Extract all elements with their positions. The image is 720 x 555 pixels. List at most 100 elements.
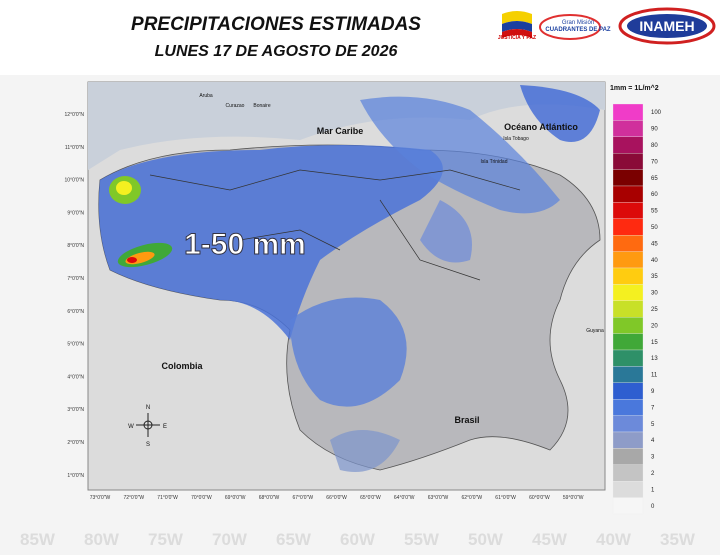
place-label: Aruba (199, 93, 213, 99)
lon-label: 59°0'0"W (563, 495, 584, 501)
legend-value: 65 (651, 176, 658, 182)
legend-value: 70 (651, 159, 658, 165)
legend-value: 45 (651, 241, 658, 247)
legend-value: 5 (651, 422, 655, 428)
lon-label: 64°0'0"W (394, 495, 415, 501)
legend-value: 55 (651, 209, 658, 215)
lon-label: 63°0'0"W (428, 495, 449, 501)
legend-value: 2 (651, 471, 655, 477)
header-band (0, 0, 720, 75)
lon-label: 68°0'0"W (259, 495, 280, 501)
lon-label: 69°0'0"W (225, 495, 246, 501)
place-label: Brasil (454, 415, 479, 425)
legend-swatch (612, 481, 644, 498)
legend-value: 3 (651, 455, 655, 461)
legend-swatch (612, 382, 644, 400)
lat-label: 7°0'0"N (67, 276, 84, 282)
legend-swatch (612, 218, 644, 236)
legend-swatch (612, 103, 644, 121)
lat-label: 5°0'0"N (67, 342, 84, 348)
legend-value: 25 (651, 307, 658, 313)
place-label: Isla Tobago (503, 136, 529, 142)
legend-swatch (612, 136, 644, 154)
legend-swatch (612, 284, 644, 301)
background-lon-label: 65W (276, 530, 312, 549)
legend-value: 40 (651, 258, 658, 264)
legend-value: 35 (651, 274, 658, 280)
legend-swatch (612, 235, 644, 252)
background-lon-label: 50W (468, 530, 504, 549)
legend-swatch (612, 169, 644, 187)
legend-swatch (612, 185, 644, 203)
compass-label: N (146, 405, 150, 411)
legend-swatch (612, 431, 644, 449)
lon-label: 71°0'0"W (157, 495, 178, 501)
legend-value: 20 (651, 323, 658, 329)
title: PRECIPITACIONES ESTIMADAS (131, 14, 421, 35)
legend-swatch (612, 349, 644, 367)
lat-label: 3°0'0"N (67, 407, 84, 413)
legend-value: 80 (651, 143, 658, 149)
lon-label: 72°0'0"W (124, 495, 145, 501)
legend-swatch (612, 317, 644, 334)
compass-label: E (163, 424, 167, 430)
lat-label: 9°0'0"N (67, 210, 84, 216)
background-lon-label: 55W (404, 530, 440, 549)
lat-label: 1°0'0"N (67, 473, 84, 479)
legend-value: 60 (651, 192, 658, 198)
lat-label: 4°0'0"N (67, 374, 84, 380)
lat-label: 10°0'0"N (65, 178, 85, 184)
legend-swatch (612, 366, 644, 383)
legend-value: 15 (651, 340, 658, 346)
background-lon-label: 85W (20, 530, 56, 549)
legend-value: 13 (651, 356, 658, 362)
place-label: Colombia (161, 361, 203, 371)
legend-value: 0 (651, 504, 655, 510)
legend-value: 50 (651, 225, 658, 231)
legend-value: 1 (651, 487, 655, 493)
annotation: 1-50 mm (184, 228, 306, 261)
compass-label: S (146, 442, 150, 448)
logo-cuadrantes: Gran Misión CUADRANTES DE PAZ (539, 14, 611, 40)
background-lon-label: 45W (532, 530, 568, 549)
logo-text: INAMEH (639, 18, 694, 34)
place-label: Océano Atlántico (504, 122, 578, 132)
map-content (88, 82, 605, 472)
lon-label: 61°0'0"W (495, 495, 516, 501)
place-label: Mar Caribe (317, 126, 364, 136)
legend-swatch (612, 267, 644, 285)
lon-label: 67°0'0"W (293, 495, 314, 501)
place-label: Bonaire (253, 103, 270, 109)
logo-inameh: INAMEH (618, 7, 716, 45)
background-lon-label: 60W (340, 530, 376, 549)
lat-label: 2°0'0"N (67, 440, 84, 446)
background-lon-label: 75W (148, 530, 184, 549)
legend-swatch (612, 497, 644, 515)
logo-venezuela: JUSTICIA Y PAZ (498, 11, 536, 41)
logo-text: JUSTICIA Y PAZ (498, 35, 536, 41)
place-label: Curazao (226, 103, 245, 109)
place-label: Guyana (586, 328, 604, 334)
background-lon-label: 40W (596, 530, 632, 549)
legend-swatch (612, 399, 644, 416)
legend-value: 90 (651, 127, 658, 133)
lon-label: 70°0'0"W (191, 495, 212, 501)
lat-label: 12°0'0"N (65, 112, 85, 118)
legend-value: 9 (651, 389, 655, 395)
lon-label: 60°0'0"W (529, 495, 550, 501)
legend-swatch (612, 251, 644, 269)
legend-value: 30 (651, 291, 658, 297)
legend-swatch (612, 120, 644, 137)
lon-label: 62°0'0"W (462, 495, 483, 501)
lon-label: 73°0'0"W (90, 495, 111, 501)
legend-unit: 1mm = 1L/m^2 (610, 84, 659, 92)
logo-text: CUADRANTES DE PAZ (545, 27, 611, 33)
place-label: Isla Trinidad (481, 159, 508, 165)
legend-value: 100 (651, 110, 662, 116)
legend-value: 4 (651, 438, 655, 444)
background-lon-label: 80W (84, 530, 120, 549)
legend-swatch (612, 464, 644, 482)
legend-swatch (612, 202, 644, 219)
